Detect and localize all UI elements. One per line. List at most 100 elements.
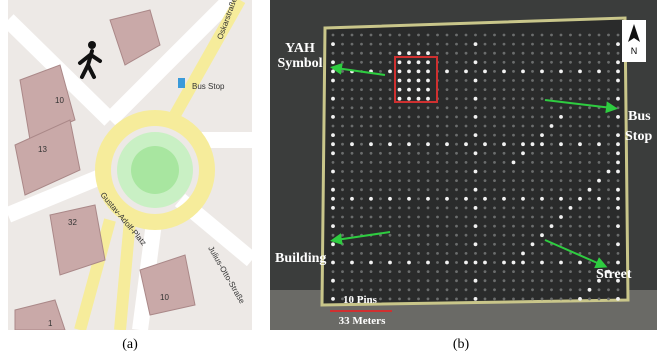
caption: (a) (122, 337, 138, 352)
pin (417, 225, 420, 228)
pin (398, 252, 401, 255)
pin (426, 261, 430, 265)
pin (360, 261, 363, 264)
pin (569, 161, 572, 164)
pin (598, 125, 601, 128)
pin (588, 170, 591, 173)
pin (332, 88, 335, 91)
pin (512, 270, 515, 273)
pin (541, 61, 544, 64)
pin (332, 270, 335, 273)
north-label: N (631, 46, 638, 56)
pin (341, 225, 344, 228)
pin (569, 152, 572, 155)
pin (436, 270, 439, 273)
pin (427, 179, 430, 182)
pin (436, 143, 439, 146)
pin (569, 270, 572, 273)
pin (331, 170, 335, 174)
scale-meters: 33 Meters (339, 315, 386, 327)
pin (484, 234, 487, 237)
pin (569, 52, 572, 55)
pin (417, 243, 420, 246)
building-label: Building (275, 251, 326, 266)
pin (579, 288, 582, 291)
pin (550, 298, 553, 301)
pin (436, 134, 439, 137)
pin (341, 34, 344, 37)
pin (541, 106, 544, 109)
pin (503, 188, 506, 191)
pin (417, 261, 420, 264)
pin (540, 197, 544, 201)
pin (379, 70, 382, 73)
pin (616, 115, 620, 119)
scale-pins: 10 Pins (343, 294, 378, 306)
pin (484, 88, 487, 91)
pin (541, 170, 544, 173)
pin (455, 216, 458, 219)
pin (370, 106, 373, 109)
pin (560, 243, 563, 246)
pin (484, 270, 487, 273)
pin (360, 216, 363, 219)
pin (588, 243, 591, 246)
pin (408, 243, 411, 246)
pin (360, 179, 363, 182)
pin (579, 34, 582, 37)
pin (370, 188, 373, 191)
pin (521, 261, 525, 265)
pin (503, 207, 506, 210)
pin (588, 134, 591, 137)
pin (493, 179, 496, 182)
pin (446, 161, 449, 164)
pin (493, 207, 496, 210)
pin (341, 134, 344, 137)
pin (569, 170, 572, 173)
pin (474, 234, 477, 237)
pin (426, 88, 430, 92)
pin (436, 225, 439, 228)
pin (370, 152, 373, 155)
pin (531, 161, 534, 164)
pin (331, 151, 335, 155)
pin (446, 134, 449, 137)
pin (398, 88, 402, 92)
pin (531, 170, 534, 173)
pin (493, 197, 496, 200)
pin (417, 170, 420, 173)
pin (360, 161, 363, 164)
pin (560, 225, 563, 228)
pin (379, 225, 382, 228)
pin (465, 161, 468, 164)
pin (531, 207, 534, 210)
pin (579, 61, 582, 64)
pin (455, 116, 458, 119)
pin (569, 70, 572, 73)
pin (503, 216, 506, 219)
pin (465, 234, 468, 237)
pin (341, 252, 344, 255)
pin (531, 298, 534, 301)
pin (550, 207, 553, 210)
pin (512, 288, 515, 291)
pin (531, 242, 535, 246)
pin (436, 179, 439, 182)
pin (484, 170, 487, 173)
pin (607, 252, 610, 255)
pin (541, 188, 544, 191)
pin (493, 88, 496, 91)
pin (474, 143, 477, 146)
pin (578, 197, 582, 201)
pin (360, 152, 363, 155)
pin (484, 179, 487, 182)
pin (427, 243, 430, 246)
pin (550, 52, 553, 55)
pin (408, 234, 411, 237)
pin (569, 298, 572, 301)
pin (379, 252, 382, 255)
pin (341, 188, 344, 191)
pin (379, 52, 382, 55)
pin (560, 134, 563, 137)
pin (531, 134, 534, 137)
